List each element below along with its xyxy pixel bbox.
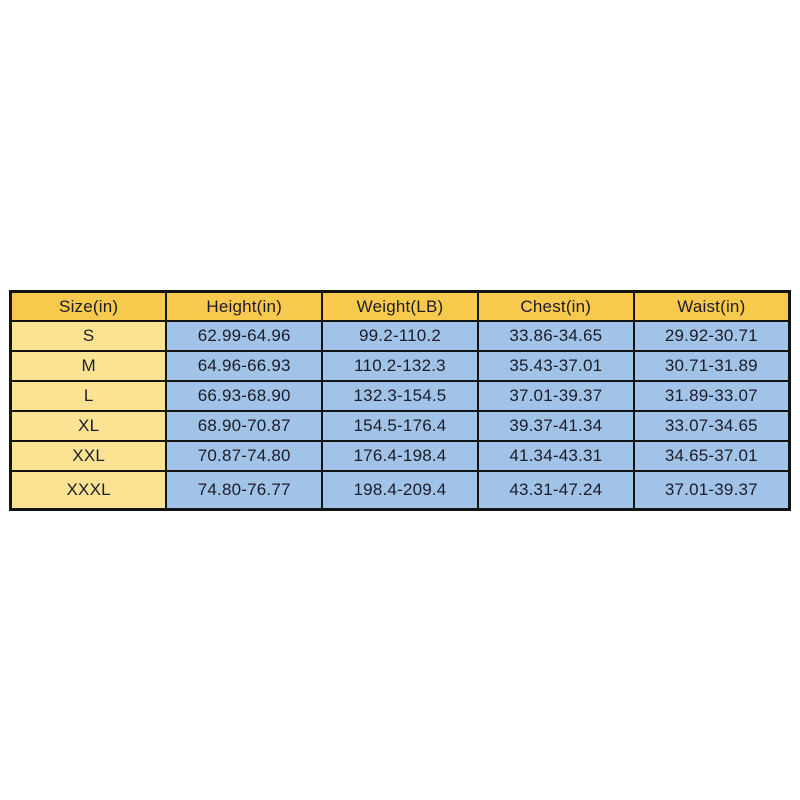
table-cell: 66.93-68.90 (165, 380, 324, 412)
table-cell: 41.34-43.31 (476, 440, 635, 472)
size-chart-table: Size(in) Height(in) Weight(LB) Chest(in)… (9, 290, 791, 511)
table-cell: 176.4-198.4 (321, 440, 479, 472)
table-cell: 64.96-66.93 (165, 350, 324, 382)
table-cell: 37.01-39.37 (632, 470, 791, 511)
size-cell: XXXL (9, 470, 168, 511)
table-cell: 132.3-154.5 (321, 380, 479, 412)
header-row: Size(in) Height(in) Weight(LB) Chest(in)… (9, 290, 791, 322)
table-cell: 154.5-176.4 (321, 410, 479, 442)
table-cell: 99.2-110.2 (321, 320, 479, 352)
table-row-xl: XL 68.90-70.87 154.5-176.4 39.37-41.34 3… (9, 410, 791, 442)
size-cell: XL (9, 410, 168, 442)
column-header-chest: Chest(in) (476, 290, 635, 322)
table-cell: 68.90-70.87 (165, 410, 324, 442)
table-cell: 35.43-37.01 (476, 350, 635, 382)
size-cell: L (9, 380, 168, 412)
table-row-xxl: XXL 70.87-74.80 176.4-198.4 41.34-43.31 … (9, 440, 791, 472)
table-cell: 70.87-74.80 (165, 440, 324, 472)
table-cell: 43.31-47.24 (476, 470, 635, 511)
column-header-weight: Weight(LB) (321, 290, 479, 322)
table-row-l: L 66.93-68.90 132.3-154.5 37.01-39.37 31… (9, 380, 791, 412)
column-header-size: Size(in) (9, 290, 168, 322)
table-row-xxxl: XXXL 74.80-76.77 198.4-209.4 43.31-47.24… (9, 470, 791, 511)
column-header-height: Height(in) (165, 290, 324, 322)
table-cell: 34.65-37.01 (632, 440, 791, 472)
table-cell: 62.99-64.96 (165, 320, 324, 352)
table-cell: 33.07-34.65 (632, 410, 791, 442)
table-cell: 33.86-34.65 (476, 320, 635, 352)
table-cell: 30.71-31.89 (632, 350, 791, 382)
table-cell: 31.89-33.07 (632, 380, 791, 412)
table-row-s: S 62.99-64.96 99.2-110.2 33.86-34.65 29.… (9, 320, 791, 352)
table-cell: 39.37-41.34 (476, 410, 635, 442)
table-row-m: M 64.96-66.93 110.2-132.3 35.43-37.01 30… (9, 350, 791, 382)
table-cell: 110.2-132.3 (321, 350, 479, 382)
size-cell: M (9, 350, 168, 382)
table-cell: 74.80-76.77 (165, 470, 324, 511)
table-cell: 198.4-209.4 (321, 470, 479, 511)
size-cell: XXL (9, 440, 168, 472)
table-cell: 29.92-30.71 (632, 320, 791, 352)
size-cell: S (9, 320, 168, 352)
column-header-waist: Waist(in) (632, 290, 791, 322)
table-cell: 37.01-39.37 (476, 380, 635, 412)
